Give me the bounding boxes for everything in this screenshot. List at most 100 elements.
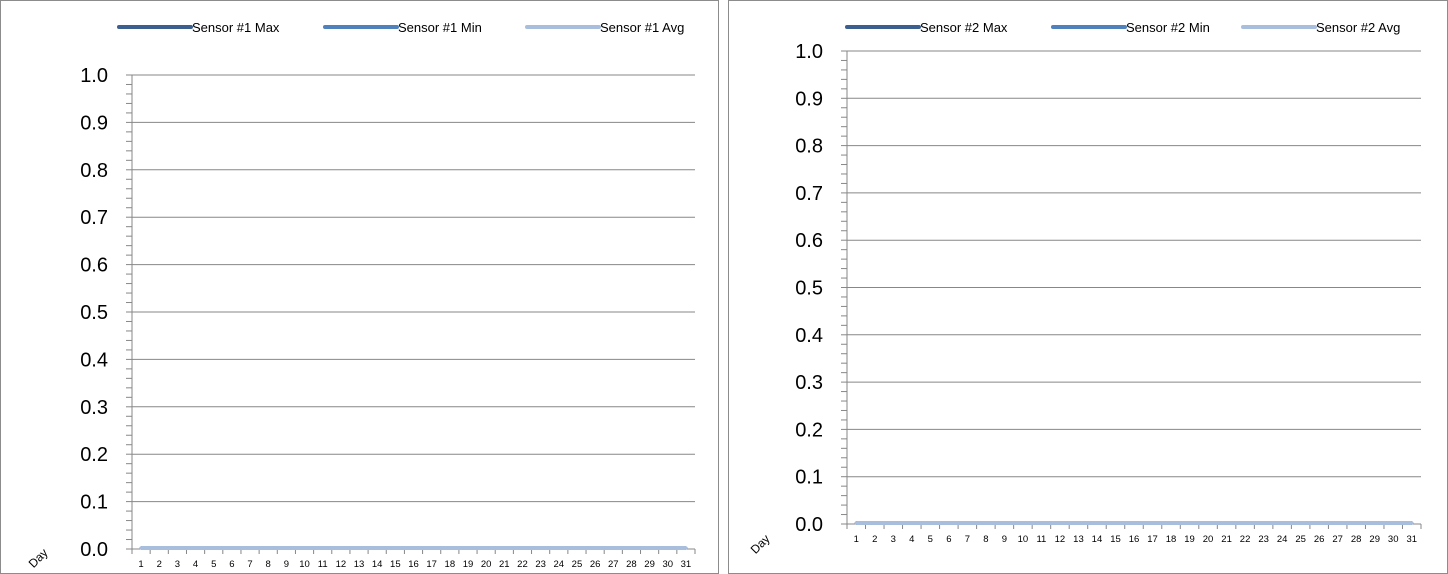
data-point [1243,521,1247,525]
y-tick-label: 0.8 [795,136,823,158]
y-tick-label: 0.5 [795,278,823,300]
x-tick-label: 11 [1036,534,1046,545]
data-point [1299,521,1303,525]
data-point [212,546,216,550]
y-tick-label: 0.9 [795,88,823,110]
data-point [1354,521,1358,525]
data-point [1225,521,1229,525]
legend-label: Sensor #1 Avg [600,20,684,35]
x-tick-label: 4 [909,534,914,545]
x-tick-label: 24 [1277,534,1288,545]
data-point [448,546,452,550]
x-tick-label: 24 [554,559,565,570]
data-point [375,546,379,550]
x-tick-label: 12 [336,559,347,570]
x-tick-label: 25 [1295,534,1306,545]
x-tick-label: 12 [1055,534,1066,545]
data-point [1206,521,1210,525]
data-point [1188,521,1192,525]
x-tick-label: 18 [1166,534,1177,545]
legend-item: Sensor #2 Min [1051,20,1210,35]
x-tick-label: 16 [1129,534,1140,545]
data-point [854,521,858,525]
data-point [947,521,951,525]
data-point [928,521,932,525]
x-axis-title: Day [748,532,773,557]
x-tick-label: 21 [1221,534,1232,545]
legend-label: Sensor #1 Max [192,20,280,35]
x-tick-label: 10 [1018,534,1029,545]
y-tick-label: 0.1 [795,467,823,489]
data-point [175,546,179,550]
data-point [266,546,270,550]
data-point [284,546,288,550]
x-tick-label: 5 [211,559,216,570]
data-point [357,546,361,550]
legend-label: Sensor #2 Max [920,20,1008,35]
x-tick-label: 23 [1258,534,1269,545]
y-tick-label: 0.7 [80,207,108,229]
data-point [910,521,914,525]
data-point [230,546,234,550]
y-tick-label: 0.4 [795,325,823,347]
chart-sensor-1: 0.00.10.20.30.40.50.60.70.80.91.01 2 3 4 5 6 7… [26,20,696,571]
x-tick-label: 28 [626,559,637,570]
x-tick-label: 16 [408,559,419,570]
data-point [891,521,895,525]
x-tick-label: 7 [965,534,970,545]
x-tick-label: 23 [535,559,546,570]
data-point [1113,521,1117,525]
y-tick-label: 1.0 [80,65,108,87]
y-tick-label: 0.3 [795,372,823,394]
data-point [873,521,877,525]
x-tick-label: 14 [372,559,383,570]
x-tick-label: 15 [390,559,401,570]
data-point [430,546,434,550]
x-axis-title: Day [26,546,51,571]
x-tick-label: 25 [572,559,583,570]
x-tick-label: 9 [284,559,289,570]
data-point [1021,521,1025,525]
x-tick-label: 8 [266,559,271,570]
x-tick-label: 27 [1332,534,1343,545]
x-tick-label: 2 [157,559,162,570]
data-point [1002,521,1006,525]
x-tick-label: 19 [463,559,474,570]
data-point [629,546,633,550]
y-tick-label: 0.7 [795,183,823,205]
data-point [1317,521,1321,525]
legend-item: Sensor #2 Max [845,20,1008,35]
data-point [984,521,988,525]
x-tick-label: 27 [608,559,619,570]
data-point [648,546,652,550]
data-point [611,546,615,550]
x-tick-label: 29 [644,559,655,570]
x-tick-label: 5 [928,534,933,545]
data-point [1151,521,1155,525]
y-tick-label: 0.9 [80,112,108,134]
x-tick-label: 17 [1147,534,1158,545]
y-tick-label: 0.2 [795,419,823,441]
legend-label: Sensor #1 Min [398,20,482,35]
data-point [321,546,325,550]
data-point [502,546,506,550]
data-point [412,546,415,550]
chart-sensor-2: 0.00.10.20.30.40.50.60.70.80.91.01 2 3 4 5 6 7… [748,20,1422,557]
data-point [339,546,343,550]
data-point [1336,521,1340,525]
y-tick-label: 0.3 [80,397,108,419]
x-tick-label: 13 [1073,534,1084,545]
data-point [248,546,252,550]
data-point [393,546,397,550]
data-point [1410,521,1414,525]
x-tick-label: 2 [872,534,877,545]
data-point [1169,521,1173,525]
legend-item: Sensor #2 Avg [1241,20,1400,35]
x-tick-label: 18 [445,559,456,570]
data-point [194,546,198,550]
x-tick-label: 22 [1240,534,1251,545]
x-tick-label: 3 [891,534,896,545]
x-tick-label: 29 [1369,534,1380,545]
x-tick-label: 30 [1388,534,1399,545]
y-tick-label: 0.4 [80,349,108,371]
